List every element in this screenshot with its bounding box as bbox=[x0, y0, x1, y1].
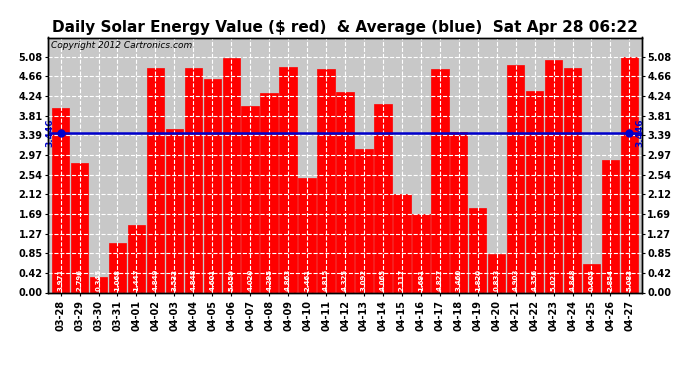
Text: 3.460: 3.460 bbox=[456, 268, 462, 291]
Text: 4.295: 4.295 bbox=[266, 268, 272, 291]
Text: 3.446: 3.446 bbox=[635, 118, 644, 147]
Text: 5.021: 5.021 bbox=[551, 268, 557, 291]
Text: 0.605: 0.605 bbox=[589, 268, 595, 291]
Title: Daily Solar Energy Value ($ red)  & Average (blue)  Sat Apr 28 06:22: Daily Solar Energy Value ($ red) & Avera… bbox=[52, 20, 638, 35]
Text: 1.068: 1.068 bbox=[115, 268, 121, 291]
Bar bbox=[317, 69, 335, 292]
Text: 4.065: 4.065 bbox=[380, 268, 386, 291]
Text: 4.325: 4.325 bbox=[342, 268, 348, 291]
Text: 3.532: 3.532 bbox=[171, 268, 177, 291]
Bar bbox=[336, 92, 354, 292]
Bar bbox=[564, 68, 581, 292]
Text: 4.815: 4.815 bbox=[323, 268, 329, 291]
Text: 4.849: 4.849 bbox=[152, 268, 159, 291]
Text: 4.356: 4.356 bbox=[531, 268, 538, 291]
Text: 4.601: 4.601 bbox=[209, 268, 215, 291]
Text: 4.827: 4.827 bbox=[437, 268, 443, 291]
Bar bbox=[241, 106, 259, 292]
Text: 4.848: 4.848 bbox=[569, 268, 575, 291]
Text: 3.971: 3.971 bbox=[58, 268, 63, 291]
Text: 4.848: 4.848 bbox=[190, 268, 197, 291]
Text: 4.020: 4.020 bbox=[247, 268, 253, 291]
Bar bbox=[128, 225, 145, 292]
Bar bbox=[298, 178, 316, 292]
Bar bbox=[545, 60, 562, 292]
Text: 3.092: 3.092 bbox=[361, 268, 367, 291]
Bar bbox=[147, 68, 164, 292]
Text: 0.833: 0.833 bbox=[493, 268, 500, 291]
Bar bbox=[185, 68, 202, 292]
Text: 4.903: 4.903 bbox=[513, 268, 519, 291]
Text: 1.447: 1.447 bbox=[133, 268, 139, 291]
Text: 5.083: 5.083 bbox=[627, 268, 632, 291]
Bar bbox=[507, 65, 524, 292]
Bar bbox=[412, 214, 430, 292]
Text: 2.117: 2.117 bbox=[399, 268, 405, 291]
Bar bbox=[393, 194, 411, 292]
Bar bbox=[602, 160, 619, 292]
Bar bbox=[469, 208, 486, 292]
Text: 2.796: 2.796 bbox=[77, 268, 83, 291]
Bar bbox=[526, 90, 543, 292]
Bar bbox=[260, 93, 278, 292]
Text: 5.059: 5.059 bbox=[228, 268, 234, 291]
Text: 0.345: 0.345 bbox=[95, 268, 101, 291]
Text: Copyright 2012 Cartronics.com: Copyright 2012 Cartronics.com bbox=[51, 41, 193, 50]
Bar bbox=[52, 108, 69, 292]
Bar bbox=[488, 254, 505, 292]
Bar bbox=[583, 264, 600, 292]
Bar bbox=[109, 243, 126, 292]
Bar bbox=[279, 67, 297, 292]
Bar bbox=[204, 79, 221, 292]
Bar bbox=[355, 149, 373, 292]
Text: 1.691: 1.691 bbox=[418, 268, 424, 291]
Bar bbox=[431, 69, 448, 292]
Text: 2.461: 2.461 bbox=[304, 268, 310, 291]
Bar bbox=[166, 129, 183, 292]
Bar bbox=[223, 58, 240, 292]
Bar bbox=[450, 132, 467, 292]
Text: 4.863: 4.863 bbox=[285, 268, 291, 291]
Bar bbox=[621, 57, 638, 292]
Bar bbox=[90, 276, 107, 292]
Text: 1.820: 1.820 bbox=[475, 268, 481, 291]
Bar bbox=[71, 163, 88, 292]
Bar bbox=[374, 104, 392, 292]
Text: 3.446: 3.446 bbox=[46, 118, 55, 147]
Text: 2.854: 2.854 bbox=[607, 268, 613, 291]
